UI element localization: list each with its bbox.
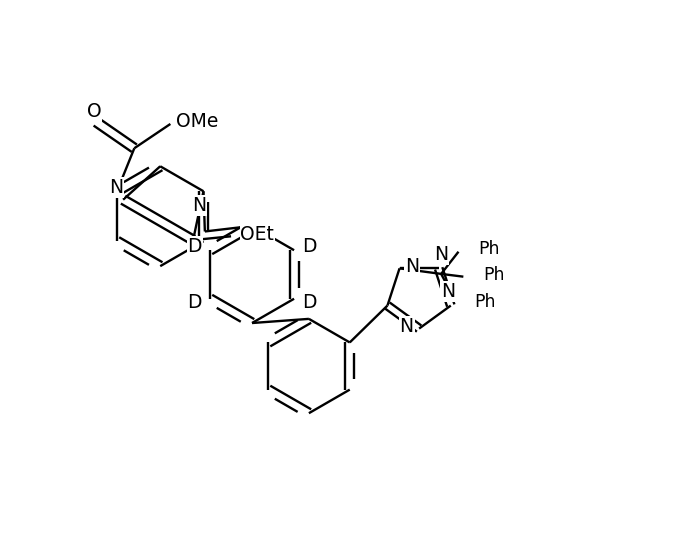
Text: D: D: [302, 237, 317, 256]
Text: D: D: [188, 237, 202, 256]
Text: N: N: [400, 317, 414, 336]
Text: N: N: [193, 196, 206, 215]
Text: Ph: Ph: [483, 266, 505, 284]
Text: D: D: [302, 293, 317, 312]
Text: N: N: [434, 245, 448, 264]
Text: N: N: [109, 179, 123, 197]
Text: OEt: OEt: [240, 225, 275, 244]
Text: Ph: Ph: [475, 293, 496, 311]
Text: N: N: [405, 257, 419, 276]
Text: O: O: [87, 102, 101, 121]
Text: D: D: [188, 293, 202, 312]
Text: OMe: OMe: [176, 112, 218, 131]
Text: N: N: [441, 282, 455, 301]
Text: Ph: Ph: [478, 240, 500, 258]
